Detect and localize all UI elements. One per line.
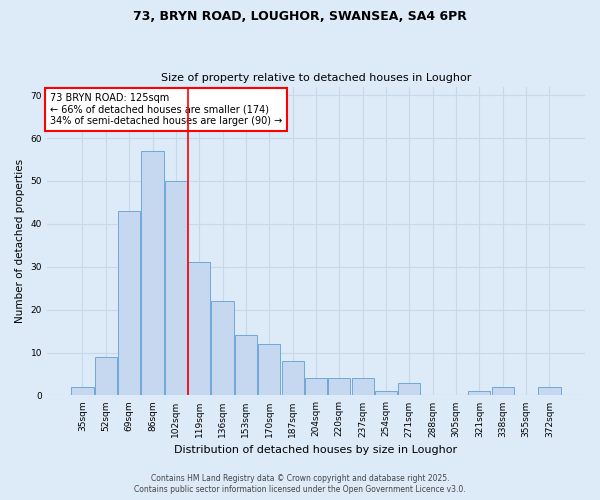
Bar xyxy=(491,387,514,396)
Bar xyxy=(71,387,94,396)
X-axis label: Distribution of detached houses by size in Loughor: Distribution of detached houses by size … xyxy=(175,445,458,455)
Bar xyxy=(211,301,233,396)
Bar xyxy=(328,378,350,396)
Bar xyxy=(118,211,140,396)
Bar xyxy=(398,382,421,396)
Text: 73, BRYN ROAD, LOUGHOR, SWANSEA, SA4 6PR: 73, BRYN ROAD, LOUGHOR, SWANSEA, SA4 6PR xyxy=(133,10,467,23)
Bar xyxy=(235,336,257,396)
Y-axis label: Number of detached properties: Number of detached properties xyxy=(15,159,25,323)
Bar xyxy=(142,151,164,396)
Bar xyxy=(305,378,327,396)
Bar xyxy=(95,357,117,396)
Bar xyxy=(375,391,397,396)
Text: Contains HM Land Registry data © Crown copyright and database right 2025.
Contai: Contains HM Land Registry data © Crown c… xyxy=(134,474,466,494)
Bar xyxy=(188,262,211,396)
Title: Size of property relative to detached houses in Loughor: Size of property relative to detached ho… xyxy=(161,73,471,83)
Bar xyxy=(538,387,560,396)
Bar xyxy=(469,391,490,396)
Text: 73 BRYN ROAD: 125sqm
← 66% of detached houses are smaller (174)
34% of semi-deta: 73 BRYN ROAD: 125sqm ← 66% of detached h… xyxy=(50,92,282,126)
Bar xyxy=(258,344,280,396)
Bar xyxy=(165,181,187,396)
Bar xyxy=(281,361,304,396)
Bar xyxy=(352,378,374,396)
